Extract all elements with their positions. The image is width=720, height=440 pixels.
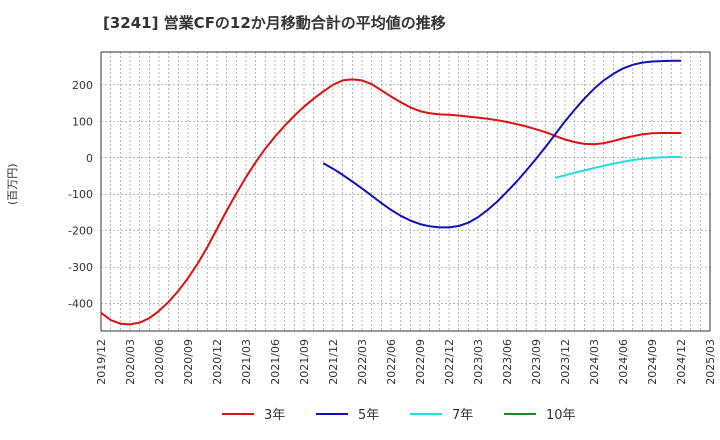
x-tick-label: 2023/03	[472, 339, 485, 385]
x-tick-label: 2022/03	[356, 339, 369, 385]
x-tick-label: 2023/06	[501, 339, 514, 385]
x-tick-label: 2020/06	[153, 339, 166, 385]
y-tick-label: 100	[72, 115, 93, 128]
legend-label: 10年	[546, 408, 576, 423]
x-tick-label: 2021/12	[327, 339, 340, 385]
x-tick-label: 2019/12	[95, 339, 108, 385]
x-tick-label: 2022/09	[414, 339, 427, 385]
y-tick-label: -100	[68, 188, 93, 201]
chart-title: [3241] 営業CFの12か月移動合計の平均値の推移	[103, 14, 446, 32]
x-tick-label: 2022/06	[385, 339, 398, 385]
x-tick-label: 2025/03	[704, 339, 717, 385]
series-line	[100, 78, 681, 326]
x-tick-label: 2024/12	[675, 339, 688, 385]
y-tick-label: 200	[72, 79, 93, 92]
legend-label: 5年	[358, 408, 379, 423]
x-tick-label: 2024/06	[617, 339, 630, 385]
plot-area	[101, 52, 710, 331]
x-tick-label: 2021/03	[240, 339, 253, 385]
x-tick-label: 2023/09	[530, 339, 543, 385]
series-line	[322, 59, 681, 229]
x-tick-label: 2020/12	[211, 339, 224, 385]
y-tick-label: 0	[86, 152, 93, 165]
x-tick-label: 2021/06	[269, 339, 282, 385]
y-tick-label: -200	[68, 225, 93, 238]
x-tick-label: 2020/09	[182, 339, 195, 385]
x-tick-label: 2024/03	[588, 339, 601, 385]
x-tick-label: 2023/12	[559, 339, 572, 385]
legend-label: 7年	[452, 408, 473, 423]
x-tick-label: 2024/09	[646, 339, 659, 385]
y-tick-label: -300	[68, 261, 93, 274]
x-tick-label: 2020/03	[124, 339, 137, 385]
legend-label: 3年	[264, 408, 285, 423]
y-tick-label: -400	[68, 298, 93, 311]
x-tick-label: 2022/12	[443, 339, 456, 385]
x-tick-label: 2021/09	[298, 339, 311, 385]
series-line	[555, 156, 681, 179]
